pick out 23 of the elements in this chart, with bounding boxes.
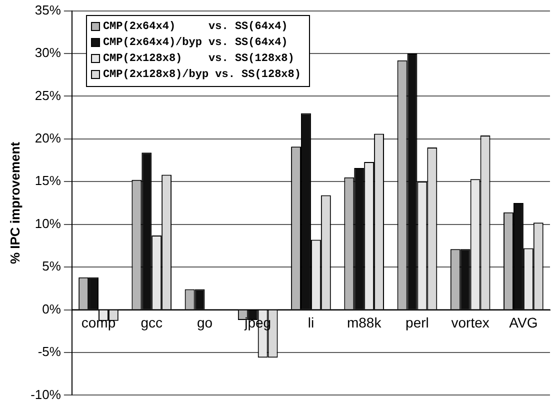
- legend-label: CMP(2x128x8) vs. SS(128x8): [102, 52, 294, 67]
- y-tick-label: 20%: [34, 130, 62, 146]
- x-tick-label: go: [196, 314, 213, 331]
- x-tick-label: perl: [406, 314, 429, 331]
- y-tick-label: -5%: [38, 344, 62, 360]
- x-tick-label: vortex: [451, 314, 490, 331]
- x-tick-label: comp: [81, 314, 116, 331]
- y-tick-label: 5%: [42, 258, 62, 274]
- y-tick-label: 15%: [34, 173, 62, 188]
- x-tick-label: m88k: [346, 314, 382, 331]
- y-tick-label: 30%: [34, 45, 62, 60]
- y-axis-title: % IPC improvement: [7, 141, 22, 264]
- x-tick-label: gcc: [140, 314, 163, 331]
- legend-label: CMP(2x128x8)/byp vs. SS(128x8): [102, 68, 301, 83]
- legend-label: CMP(2x64x4) vs. SS(64x4): [102, 20, 288, 35]
- x-tick-label: li: [308, 314, 314, 331]
- y-tick-label: 25%: [34, 88, 62, 103]
- legend-label: CMP(2x64x4)/byp vs. SS(64x4): [102, 36, 288, 51]
- y-tick-label: 0%: [42, 301, 62, 316]
- y-tick-label: 10%: [34, 216, 62, 231]
- y-tick-label: 35%: [34, 2, 62, 18]
- y-tick-label: -10%: [30, 386, 62, 402]
- x-tick-label: AVG: [509, 314, 538, 331]
